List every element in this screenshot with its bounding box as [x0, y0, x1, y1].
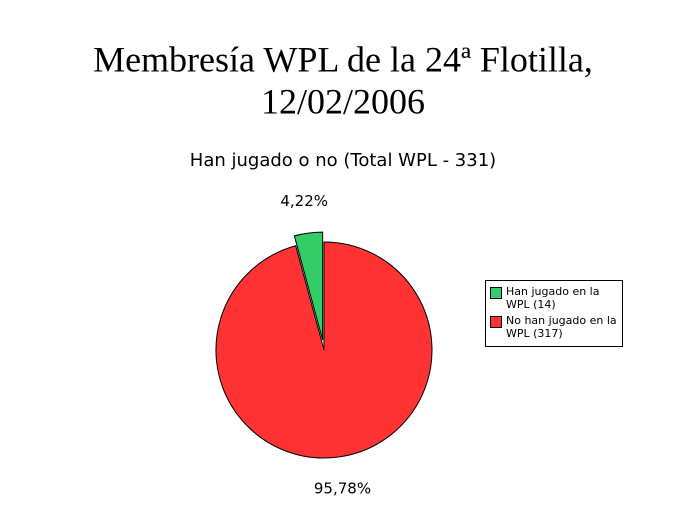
- data-label: 4,22%: [280, 192, 328, 210]
- legend: Han jugado en la WPL (14) No han jugado e…: [485, 280, 623, 347]
- legend-item: No han jugado en la WPL (317): [490, 314, 620, 340]
- data-label: 95,78%: [314, 479, 371, 497]
- pie-slice: [215, 241, 433, 459]
- chart-title: 12/02/2006: [261, 81, 425, 121]
- chart-subtitle: Han jugado o no (Total WPL - 331): [190, 150, 496, 171]
- pie-slice: [293, 231, 324, 341]
- legend-label: Han jugado en la WPL (14): [506, 285, 600, 311]
- legend-label: No han jugado en la WPL (317): [506, 314, 617, 340]
- chart-title: Membresía WPL de la 24ª Flotilla,: [93, 39, 593, 79]
- legend-swatch: [490, 316, 502, 328]
- legend-item: Han jugado en la WPL (14): [490, 285, 620, 311]
- legend-swatch: [490, 287, 502, 299]
